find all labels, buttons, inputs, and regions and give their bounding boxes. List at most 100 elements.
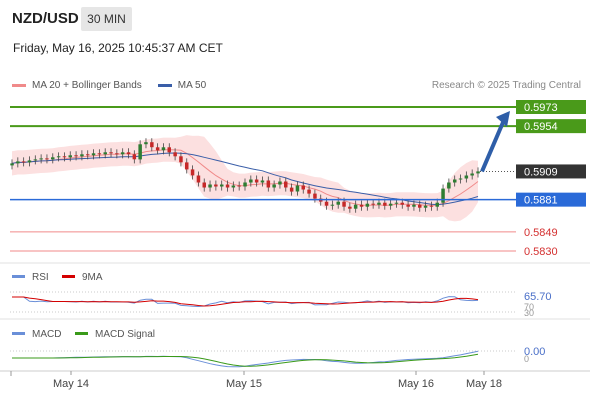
price-tag [516,164,586,179]
candle-body [115,153,119,155]
candle-body [330,204,335,206]
credit-text: Research © 2025 Trading Central [431,80,581,91]
candle-body [80,154,84,157]
candle-body [185,162,189,170]
legend-swatch [12,84,26,87]
legend-swatch [62,275,75,278]
candle-body [62,156,67,158]
legend-label: MA 20 + Bollinger Bands [32,80,142,91]
candle-body [150,142,154,148]
candle-body [179,156,183,163]
candle-body [27,160,32,163]
candle-body [371,203,375,205]
candle-body [51,157,55,160]
rsi-level-label: 30 [524,308,534,318]
candle-body [126,152,131,155]
candle-body [453,179,457,183]
candle-body [231,185,236,188]
candle-body [284,181,288,188]
candle-body [272,184,276,188]
candle-body [173,152,177,157]
legend-ma50: MA 50 [157,80,206,91]
candle-body [359,204,364,207]
candle-body [307,189,311,194]
price-legend: MA 20 + Bollinger Bands MA 50 [12,80,222,91]
candle-body [39,158,43,160]
chart-header: NZD/USD 30 MIN Friday, May 16, 2025 10:4… [0,0,590,80]
price-label: 0.5954 [524,121,558,133]
candle-body [109,152,113,154]
candle-body [336,201,340,205]
candle-body [254,179,259,183]
candle-body [388,203,393,206]
candle-body [214,184,218,187]
rsi-value-label: 65.70 [524,291,552,303]
candle-body [447,182,451,189]
candle-body [342,201,346,207]
candle-body [190,169,195,176]
candle-body [464,175,469,179]
candle-body [383,202,387,206]
timeframe-button[interactable]: 30 MIN [81,7,132,31]
projection-arrow-head [496,111,510,127]
price-levels: 0.5973 0.5954 0.5909 0.5881 0.5849 0.5830 [10,100,586,258]
candle-body [161,147,166,151]
x-tick-label: May 14 [53,378,89,390]
candle-body [103,152,107,155]
candle-body [418,204,422,208]
price-label: 0.5909 [524,166,558,178]
candle-body [202,182,206,188]
candle-body [365,203,370,207]
candle-body [295,185,300,192]
candle-body [33,159,38,161]
candle-body [278,181,282,185]
candle-body [301,185,305,190]
candle-body [394,202,399,204]
macd-zero-label: 0 [524,354,529,364]
x-axis: May 14 May 15 May 16 May 18 [10,371,502,390]
candle-body [68,155,72,158]
macd-panel: MACD MACD Signal 0.000 [10,329,545,368]
macd-value-label: 0.00 [524,346,545,358]
candle-body [45,158,49,160]
candle-body [237,185,241,187]
price-label: 0.5881 [524,195,558,207]
candle-body [56,156,61,158]
candle-body [167,147,171,153]
price-tag [516,100,586,114]
candle-body [155,147,160,151]
candle-body [16,161,20,164]
candle-body [10,163,14,166]
candle-body [196,175,201,183]
rsi-level-label: 70 [524,302,534,312]
candle-body [260,180,265,183]
instrument-title: NZD/USD [12,10,79,27]
chart-datetime: Friday, May 16, 2025 10:45:37 AM CET [13,41,223,55]
x-tick-label: May 18 [466,378,502,390]
candle-body [289,187,294,192]
macd-legend-label: MACD [32,329,61,340]
candle-body [243,182,247,187]
candle-body [91,153,96,156]
candle-body [435,202,439,207]
rsi-ma-line [12,296,479,307]
legend-swatch [12,332,25,335]
candle-body [429,205,434,207]
candle-body [132,154,137,160]
candle-body [86,154,90,156]
macd-signal-line [12,353,479,367]
legend-swatch [75,332,88,335]
candle-body [144,142,148,145]
price-label: 0.5830 [524,246,558,258]
candle-body [423,205,428,208]
price-tag [516,119,586,134]
candle-body [138,144,142,160]
candle-body [377,202,381,205]
rsi-legend-label: 9MA [82,272,103,283]
candle-body [249,179,253,183]
candle-body [225,184,230,188]
candle-body [400,202,404,205]
candle-body [74,155,78,157]
